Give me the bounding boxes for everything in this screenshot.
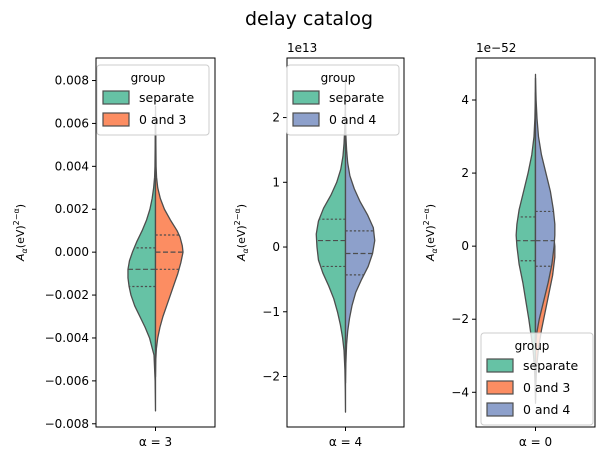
panel-2: 2 1 0 −1 −2 α = 4 1e13 Aα(eV)2−α) group separate 0…: [233, 41, 405, 449]
x-tick-label: α = 0: [519, 435, 552, 449]
x-tick-label: α = 4: [329, 435, 362, 449]
chart-title: delay catalog: [245, 8, 373, 30]
y-tick-label: 0.002: [55, 202, 89, 216]
y-tick-label: 0.000: [55, 245, 89, 259]
legend-label: separate: [523, 358, 578, 373]
legend-box: [480, 332, 594, 426]
y-tick-label: 0.004: [55, 159, 89, 173]
y-tick-label: −0.006: [45, 374, 89, 388]
axis-offset-label: 1e13: [287, 41, 317, 55]
panel-3: 4 2 0 −2 −4 α = 0 1e−52 Aα(eV)2−α) group separate…: [422, 41, 596, 449]
legend: group separate 0 and 3 0 and 4: [480, 332, 594, 426]
legend-label: 0 and 3: [139, 112, 186, 127]
legend-swatch-separate: [102, 90, 130, 105]
y-tick-label: 0: [272, 240, 280, 254]
legend-swatch-0-and-3: [102, 112, 130, 127]
legend-title: group: [515, 339, 550, 353]
legend-swatch-separate: [486, 358, 514, 373]
violin-separate-left: [127, 114, 157, 412]
x-tick-label: α = 3: [139, 435, 172, 449]
axis-offset-label: 1e−52: [476, 41, 516, 55]
y-tick-label: 0.006: [55, 116, 89, 130]
panels: 0.008 0.006 0.004 0.002 0.000 −0.002 −0.004 −0.…: [12, 41, 596, 449]
violins: [127, 105, 184, 412]
violin-0-and-4-right: [534, 77, 556, 350]
legend-swatch-separate: [292, 90, 320, 105]
y-tick-label: −2: [262, 370, 280, 384]
legend-label: 0 and 4: [523, 402, 570, 417]
y-tick-label: 0: [461, 239, 469, 253]
y-tick-label: 2: [461, 166, 469, 180]
panel-1: 0.008 0.006 0.004 0.002 0.000 −0.002 −0.004 −0.…: [12, 57, 216, 449]
legend: group separate 0 and 3: [96, 64, 210, 136]
violin-0-and-4-right: [344, 113, 376, 384]
y-axis-label: Aα(eV)2−α): [422, 204, 439, 262]
y-tick-label: −2: [451, 312, 469, 326]
y-tick-label: 1: [272, 175, 280, 189]
legend-title: group: [131, 71, 166, 85]
y-tick-label: −4: [451, 385, 469, 399]
y-axis-label: Aα(eV)2−α): [233, 204, 250, 262]
y-tick-label: −0.002: [45, 288, 89, 302]
violins: [515, 73, 556, 404]
legend-swatch-0-and-4: [292, 112, 320, 127]
y-tick-label: 0.008: [55, 74, 89, 88]
y-tick-label: −1: [262, 305, 280, 319]
legend-label: 0 and 4: [329, 112, 376, 127]
y-tick-label: −0.004: [45, 331, 89, 345]
y-axis-label: Aα(eV)2−α): [12, 204, 29, 262]
legend-label: separate: [329, 90, 384, 105]
legend-label: 0 and 3: [523, 380, 570, 395]
legend-swatch-0-and-4: [486, 402, 514, 417]
legend-label: separate: [139, 90, 194, 105]
violin-0-and-3-right: [154, 105, 184, 378]
legend-swatch-0-and-3: [486, 380, 514, 395]
y-tick-label: 2: [272, 111, 280, 125]
y-tick-label: 4: [461, 93, 469, 107]
legend-title: group: [321, 71, 356, 85]
legend: group separate 0 and 4: [286, 64, 400, 136]
y-tick-label: −0.008: [45, 417, 89, 431]
